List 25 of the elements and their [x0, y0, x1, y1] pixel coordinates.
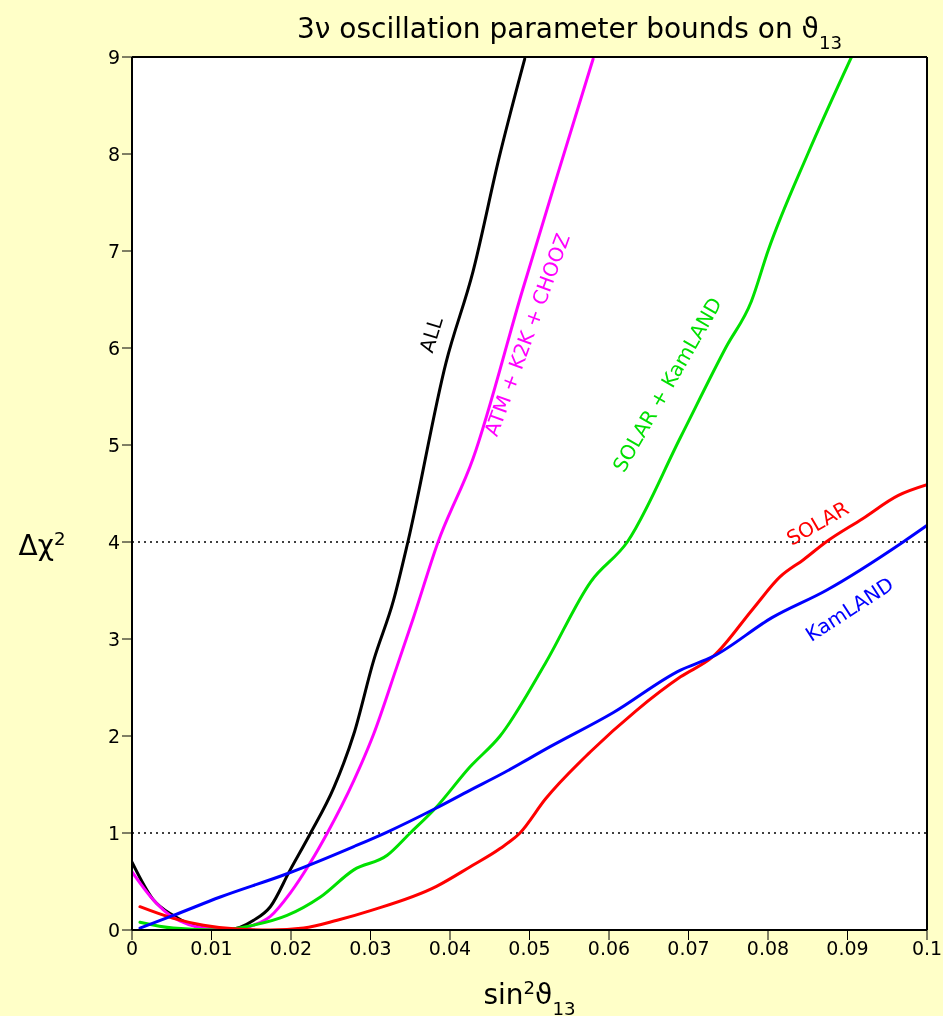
x-tick-label: 0.03 — [349, 937, 392, 960]
x-tick-label: 0.06 — [587, 937, 631, 960]
x-tick-label: 0 — [125, 937, 139, 960]
y-tick-label: 5 — [107, 433, 120, 456]
y-tick-label: 1 — [107, 821, 120, 844]
x-axis-title: sin$^{2}$ϑ$_{13}$ — [483, 976, 576, 1016]
text: ALL — [413, 313, 448, 356]
x-tick-label: 0.1 — [911, 937, 943, 960]
y-tick-label: 6 — [107, 336, 120, 359]
y-tick-label: 7 — [107, 239, 120, 262]
x-tick-label: 0.09 — [826, 937, 869, 960]
x-tick-label: 0.02 — [269, 937, 313, 960]
x-tick-label: 0.08 — [746, 937, 790, 960]
y-tick-label: 0 — [107, 918, 120, 941]
y-tick-label: 4 — [107, 530, 120, 553]
x-tick-label: 0.01 — [190, 937, 233, 960]
x-tick-label: 0.07 — [667, 937, 710, 960]
x-tick-label: 0.04 — [428, 937, 472, 960]
chart-title: 3ν oscillation parameter bounds on ϑ$_{13}$ — [296, 12, 843, 53]
y-tick-label: 2 — [107, 724, 120, 747]
y-tick-label: 9 — [107, 45, 120, 68]
y-tick-label: 3 — [107, 627, 120, 650]
x-tick-label: 0.05 — [508, 937, 551, 960]
y-tick-label: 8 — [107, 142, 120, 165]
y-axis-title: Δχ$^{2}$ — [18, 527, 66, 562]
